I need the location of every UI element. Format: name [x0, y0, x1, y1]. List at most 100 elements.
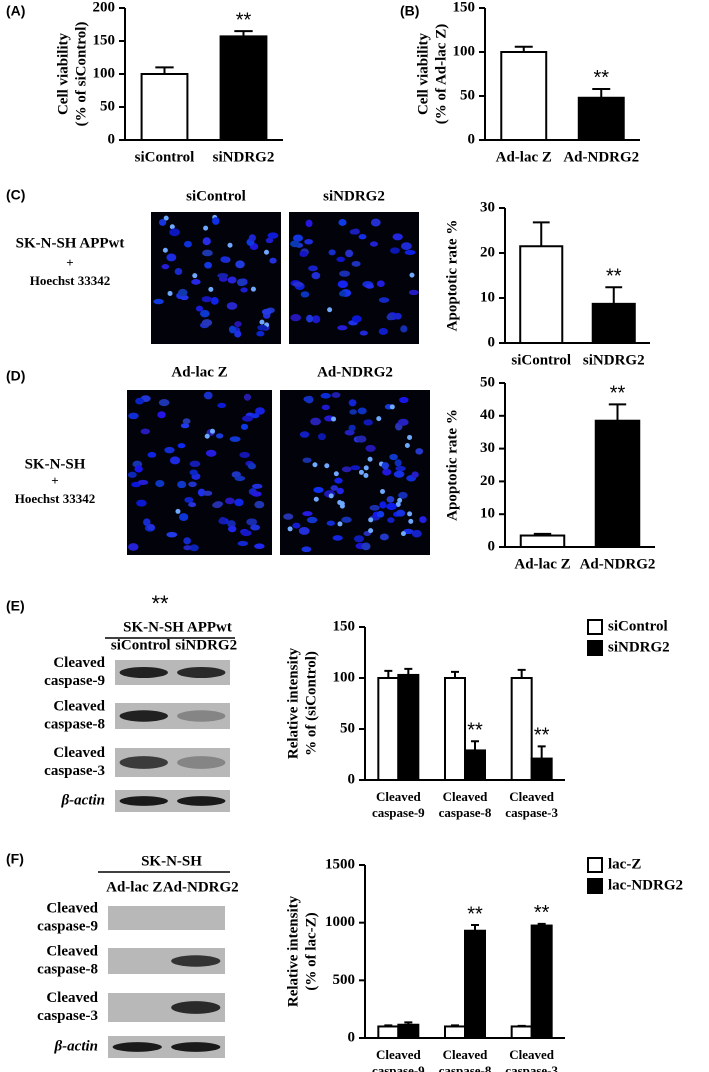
nucleus [376, 280, 385, 287]
sample-label: Hoechst 33342 [30, 273, 111, 288]
nucleus [389, 453, 398, 461]
nucleus [351, 228, 360, 235]
nucleus [359, 330, 368, 336]
blot-strip [108, 906, 225, 930]
nucleus [408, 289, 419, 296]
x-tick-label: Cleaved [376, 1047, 422, 1062]
nucleus [158, 218, 167, 226]
x-tick-label: Ad-lac Z [514, 556, 570, 572]
nucleus [226, 302, 238, 310]
nucleus [376, 510, 385, 518]
bar [519, 534, 566, 549]
nucleus [189, 460, 201, 467]
error-bar [605, 286, 623, 304]
nucleus [153, 298, 164, 305]
cell-line-label: SK-N-SH APPwt [123, 619, 232, 635]
nucleus [396, 509, 406, 517]
nucleus [201, 296, 212, 303]
nucleus [395, 501, 401, 507]
nucleus [189, 469, 198, 476]
nucleus [386, 496, 395, 503]
bar [219, 35, 268, 142]
nucleus [404, 442, 410, 448]
nucleus [341, 516, 352, 523]
blot-strip [108, 1036, 225, 1058]
nucleus [229, 436, 241, 442]
bar [140, 73, 189, 141]
image-label: Ad-lac Z [171, 364, 227, 380]
y-tick-label: 500 [333, 972, 356, 988]
x-tick-label: caspase-3 [505, 1063, 558, 1072]
x-tick-label: Cleaved [376, 789, 422, 804]
nucleus [356, 435, 367, 443]
nucleus [191, 279, 201, 285]
nucleus [379, 533, 389, 541]
nucleus [337, 280, 349, 288]
row-label: β-actin [60, 792, 105, 808]
nucleus [313, 486, 324, 494]
nucleus [411, 471, 419, 478]
nucleus [317, 433, 326, 441]
nucleus [310, 417, 321, 426]
nucleus [368, 528, 374, 534]
nucleus [224, 497, 235, 505]
error-bar [514, 45, 533, 52]
nucleus [292, 234, 303, 242]
nucleus [166, 253, 177, 262]
nucleus [339, 270, 351, 277]
nucleus [204, 433, 210, 439]
nucleus [256, 330, 265, 337]
nucleus [257, 324, 268, 331]
bar [510, 677, 533, 781]
blot-band [171, 955, 221, 967]
nucleus [169, 228, 180, 237]
nucleus [390, 247, 400, 254]
nucleus [400, 325, 408, 333]
x-tick-label: siNDRG2 [213, 149, 275, 165]
bar [444, 677, 466, 781]
nucleus [386, 313, 394, 321]
nucleus [408, 518, 414, 524]
nucleus [308, 265, 318, 272]
x-tick-label: caspase-8 [439, 805, 492, 820]
row-label: Cleaved [53, 745, 105, 761]
nucleus [368, 517, 374, 523]
nucleus [250, 524, 261, 531]
blot-band [119, 710, 168, 722]
nucleus [394, 459, 402, 467]
nucleus [339, 503, 345, 509]
significance-mark: ** [606, 265, 622, 287]
nucleus [393, 312, 402, 320]
nucleus [365, 444, 376, 452]
nucleus [324, 463, 330, 469]
y-tick-label: 100 [93, 65, 116, 81]
nucleus [313, 496, 319, 502]
sample-label: + [66, 255, 73, 270]
legend-swatch [587, 857, 603, 873]
y-tick-label: 30 [480, 199, 495, 215]
nucleus [411, 529, 422, 538]
row-label: Cleaved [46, 900, 98, 916]
nucleus [237, 540, 249, 547]
y-tick-label: 10 [480, 506, 495, 522]
nucleus [251, 491, 262, 497]
panel-label: (D) [6, 368, 25, 384]
nucleus [163, 215, 169, 221]
nucleus [330, 485, 339, 491]
nucleus [370, 218, 381, 227]
nucleus [292, 281, 304, 287]
y-tick-label: 10 [480, 289, 495, 305]
x-tick-label: Ad-lac Z [496, 149, 552, 165]
error-bar [471, 923, 479, 931]
nucleus [261, 308, 272, 316]
nucleus [392, 233, 403, 241]
nucleus [292, 522, 301, 529]
nucleus [236, 278, 246, 287]
y-tick-label: 1500 [325, 856, 355, 872]
nucleus [228, 325, 236, 334]
nucleus [334, 477, 343, 484]
bar [464, 749, 486, 781]
nucleus [208, 286, 214, 292]
y-axis-label: (% of Ad-lac Z) [433, 24, 449, 124]
nucleus [243, 393, 252, 401]
